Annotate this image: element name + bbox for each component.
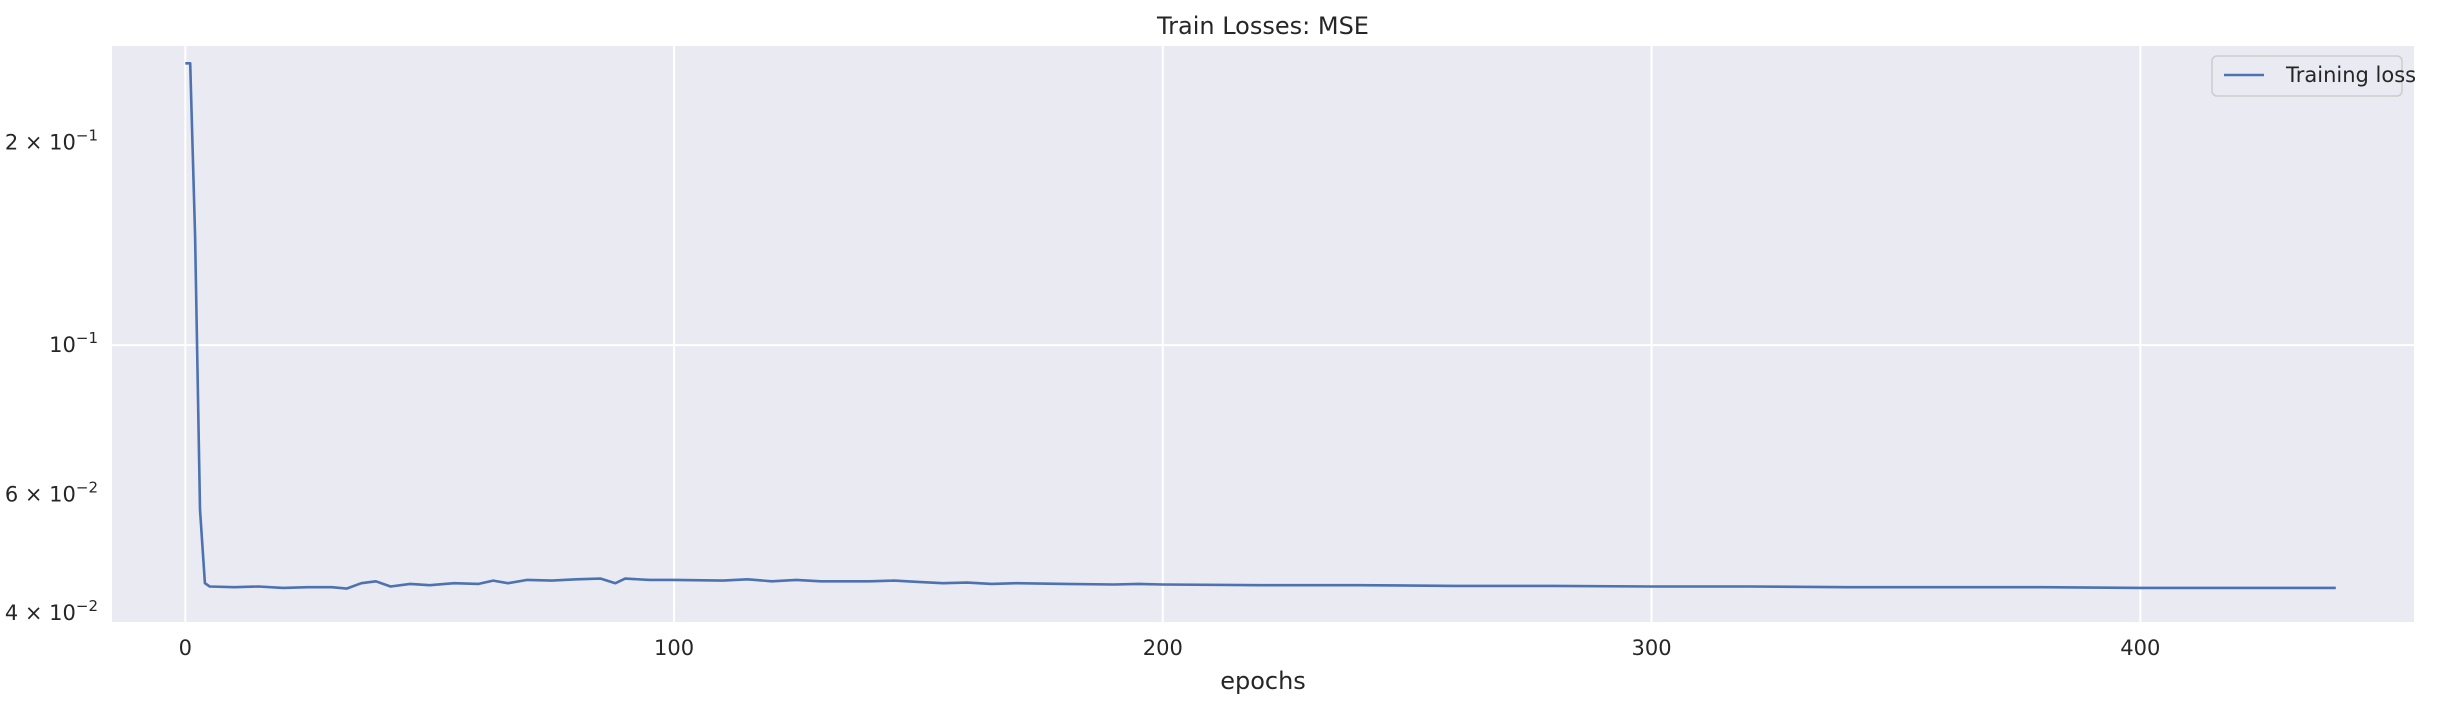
grid-lines (112, 46, 2414, 622)
x-tick-label: 300 (1632, 636, 1672, 660)
x-axis-label: epochs (1220, 667, 1306, 695)
plot-area (112, 46, 2414, 622)
y-tick-labels: 2 × 10−110−16 × 10−24 × 10−2 (5, 126, 98, 625)
legend: Training loss (2211, 55, 2416, 97)
y-tick-label: 4 × 10−2 (5, 597, 98, 625)
x-tick-label: 200 (1143, 636, 1183, 660)
legend-frame (2211, 55, 2403, 97)
x-tick-labels: 0 100 200 300 400 (179, 636, 2161, 660)
x-tick-label: 400 (2120, 636, 2160, 660)
x-tick-label: 100 (654, 636, 694, 660)
chart-title: Train Losses: MSE (1156, 12, 1369, 40)
legend-label-training-loss: Training loss (2285, 63, 2416, 87)
training-loss-line (185, 62, 2336, 590)
x-tick-label: 0 (179, 636, 192, 660)
series-layer (185, 62, 2336, 590)
